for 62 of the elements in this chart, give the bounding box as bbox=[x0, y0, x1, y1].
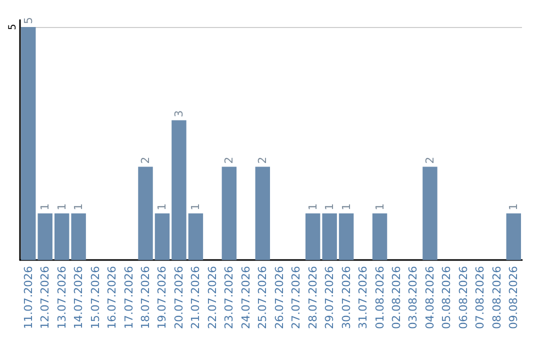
x-tick-label: 20.07.2026 bbox=[172, 266, 186, 330]
x-tick-label: 18.07.2026 bbox=[139, 266, 152, 330]
x-tick-label: 15.07.2026 bbox=[88, 266, 102, 330]
data-label: 1 bbox=[55, 203, 68, 210]
x-tick-label: 05.08.2026 bbox=[440, 266, 454, 330]
data-label: 5 bbox=[8, 24, 18, 30]
bar bbox=[38, 213, 52, 260]
x-tick-label: 25.07.2026 bbox=[256, 266, 270, 330]
bar bbox=[338, 213, 354, 260]
bar bbox=[222, 166, 237, 260]
x-tick-label: 08.08.2026 bbox=[490, 266, 504, 330]
bar bbox=[506, 213, 521, 260]
bar bbox=[71, 213, 86, 260]
x-tick-label: 03.08.2026 bbox=[406, 266, 420, 330]
data-label: 1 bbox=[156, 203, 169, 210]
data-label: 1 bbox=[323, 203, 336, 210]
bar bbox=[372, 213, 388, 260]
bar bbox=[172, 120, 186, 260]
x-tick-label: 14.07.2026 bbox=[72, 266, 86, 330]
x-tick-label: 22.07.2026 bbox=[206, 266, 219, 330]
bar bbox=[305, 213, 320, 260]
x-tick-label: 24.07.2026 bbox=[239, 266, 252, 330]
x-tick-label: 19.07.2026 bbox=[156, 266, 169, 330]
data-label: 2 bbox=[139, 156, 152, 164]
x-tick-label: 16.07.2026 bbox=[106, 266, 119, 330]
x-tick-label: 07.08.2026 bbox=[474, 266, 487, 330]
bar bbox=[54, 213, 70, 260]
x-tick-label: 09.08.2026 bbox=[507, 266, 520, 330]
x-tick-label: 13.07.2026 bbox=[55, 266, 68, 330]
x-tick-label: 21.07.2026 bbox=[189, 266, 202, 330]
x-tick-label: 12.07.2026 bbox=[38, 266, 52, 330]
data-label: 2 bbox=[222, 156, 236, 164]
data-label: 1 bbox=[72, 203, 86, 210]
x-tick-label: 02.08.2026 bbox=[390, 266, 403, 330]
data-label: 1 bbox=[340, 203, 353, 210]
bar bbox=[422, 166, 438, 260]
x-tick-label: 30.07.2026 bbox=[340, 266, 353, 330]
data-label: 1 bbox=[507, 203, 520, 210]
x-tick-label: 11.07.2026 bbox=[22, 266, 35, 330]
x-tick-label: 06.08.2026 bbox=[456, 266, 470, 330]
data-label: 1 bbox=[189, 203, 202, 210]
bar bbox=[154, 213, 170, 260]
x-tick-label: 31.07.2026 bbox=[356, 266, 370, 330]
x-tick-label: 28.07.2026 bbox=[306, 266, 320, 330]
data-label: 2 bbox=[423, 156, 436, 164]
data-label: 1 bbox=[373, 203, 386, 210]
x-tick-label: 01.08.2026 bbox=[373, 266, 386, 330]
x-tick-label: 26.07.2026 bbox=[272, 266, 286, 330]
x-tick-label: 27.07.2026 bbox=[290, 266, 303, 330]
data-label: 1 bbox=[306, 203, 320, 210]
bar bbox=[138, 166, 153, 260]
x-tick-label: 29.07.2026 bbox=[323, 266, 336, 330]
x-tick-label: 17.07.2026 bbox=[122, 266, 136, 330]
bar bbox=[21, 26, 36, 260]
bar bbox=[255, 166, 270, 260]
x-tick-label: 23.07.2026 bbox=[222, 266, 236, 330]
x-tick-label: 04.08.2026 bbox=[423, 266, 436, 330]
bar bbox=[188, 213, 204, 260]
data-label: 1 bbox=[38, 203, 52, 210]
bar bbox=[322, 213, 337, 260]
data-label: 2 bbox=[256, 156, 270, 164]
data-label: 3 bbox=[172, 110, 186, 118]
